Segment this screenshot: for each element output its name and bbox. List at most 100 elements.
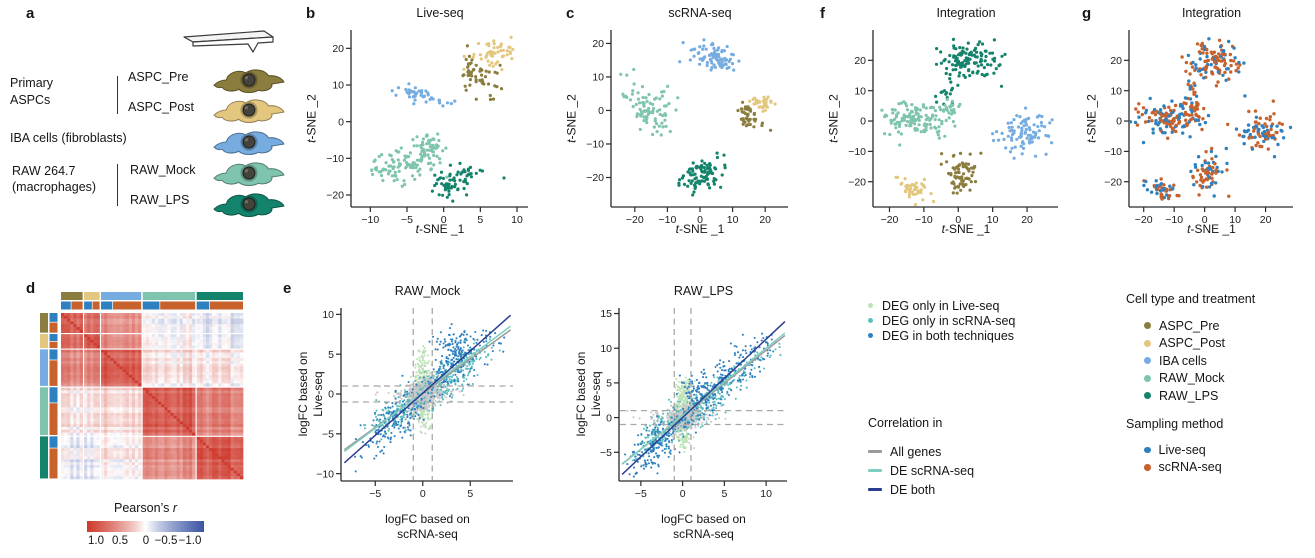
legend-cell-item-post: ASPC_Post <box>1126 335 1255 353</box>
svg-text:−20: −20 <box>326 190 344 202</box>
colorbar-tick-05: 0.5 <box>112 535 128 547</box>
x-axis-label-c-rest: -SNE _1 <box>678 222 725 236</box>
cell-raw-lps-dot-icon <box>1144 392 1151 400</box>
sampling-live-dot-icon <box>1144 446 1151 453</box>
bracket-primary <box>117 76 119 114</box>
x-axis-label-g: t-SNE _1 <box>1130 222 1293 237</box>
corr-scrna-line-icon <box>868 469 882 472</box>
legend-deg-item-both: DEG in both techniques <box>868 328 1015 343</box>
svg-text:20: 20 <box>332 43 344 55</box>
panel-label-e: e <box>283 280 292 297</box>
y-axis-label-c-rest: -SNE _2 <box>564 94 579 140</box>
svg-text:−5: −5 <box>401 214 413 226</box>
deg-scrna-dot-icon <box>868 318 873 323</box>
cell-icon-raw_mock <box>213 162 285 186</box>
svg-text:20: 20 <box>1021 214 1033 226</box>
legend-corr-item-all-label: All genes <box>890 444 942 459</box>
x-axis-label-g-rest: -SNE _1 <box>1190 222 1236 236</box>
plot-title-scrna-seq: scRNA-seq <box>668 6 732 20</box>
svg-text:10: 10 <box>727 214 739 226</box>
legend-sampling-item-scrna-label: scRNA-seq <box>1158 460 1222 475</box>
colorbar-title-italic: r <box>172 501 177 515</box>
x-axis-label-f-italic: t <box>941 222 945 236</box>
x-axis-label-c-italic: t <box>675 222 679 236</box>
legend-corr-item-scrna: DE scRNA-seq <box>868 461 974 480</box>
label-aspc-post: ASPC_Post <box>128 100 195 114</box>
x-axis-label-e-mock-line1: logFC based on <box>385 512 470 526</box>
legend-correlation-title: Correlation in <box>868 416 943 430</box>
x-axis-label-b-italic: t <box>415 222 419 236</box>
colorbar-tick-1: 1.0 <box>88 535 104 547</box>
tsne-plot-integration-celltype: −20 −10 0 10 20 −20 −10 0 10 20 <box>848 30 1058 226</box>
legend-cell-item-mock: RAW_Mock <box>1126 370 1255 388</box>
legend-cell-item-iba-label: IBA cells <box>1159 353 1207 368</box>
plot-title-raw-lps: RAW_LPS <box>673 284 734 298</box>
panel-label-g: g <box>1082 5 1092 22</box>
plot-title-integration-f: Integration <box>936 6 996 20</box>
legend-deg-item-scrna-label: DEG only in scRNA-seq <box>882 313 1016 328</box>
x-axis-label-e-lps-line1: logFC based on <box>661 512 746 526</box>
svg-text:10: 10 <box>854 85 866 97</box>
cell-raw-mock-dot-icon <box>1144 374 1151 382</box>
svg-text:20: 20 <box>854 55 866 67</box>
label-aspc-pre: ASPC_Pre <box>128 70 189 84</box>
svg-text:20: 20 <box>759 214 771 226</box>
legend-deg-item-scrna: DEG only in scRNA-seq <box>868 313 1015 328</box>
y-axis-label-f-italic: t <box>826 139 841 143</box>
x-axis-label-e-mock: logFC based on scRNA-seq <box>342 512 513 542</box>
x-axis-label-f-rest: -SNE _1 <box>944 222 991 236</box>
x-axis-label-b: t-SNE _1 <box>352 222 528 237</box>
cell-aspc-post-dot-icon <box>1144 339 1151 347</box>
legend-deg-item-live: DEG only in Live-seq <box>868 298 1015 313</box>
svg-text:−20: −20 <box>848 176 866 188</box>
cell-icon-iba <box>213 131 285 155</box>
svg-text:−10: −10 <box>361 214 379 226</box>
deg-live-dot-icon <box>868 303 873 308</box>
legend-cell-item-pre-label: ASPC_Pre <box>1159 318 1220 333</box>
svg-text:0: 0 <box>338 116 344 128</box>
legend-cell-item-post-label: ASPC_Post <box>1159 336 1226 351</box>
svg-text:0: 0 <box>598 105 604 117</box>
colorbar-gradient <box>87 521 204 532</box>
cell-aspc-pre-dot-icon <box>1144 322 1151 330</box>
plot-title-raw-mock: RAW_Mock <box>394 284 461 298</box>
legend-sampling-item-live: Live-seq <box>1126 441 1223 459</box>
legend-sampling-title: Sampling method <box>1126 417 1224 431</box>
legend-cell-item-pre: ASPC_Pre <box>1126 317 1255 335</box>
y-axis-label-f-rest: -SNE _2 <box>826 94 841 140</box>
legend-cell-item-mock-label: RAW_Mock <box>1159 371 1225 386</box>
x-axis-label-e-lps-line2: scRNA-seq <box>673 527 734 541</box>
plot-title-integration-g: Integration <box>1181 6 1242 20</box>
tsne-plot-integration-sampling: −20 −10 0 10 20 −20 −10 0 10 20 <box>1104 30 1293 226</box>
legend-deg: DEG only in Live-seq DEG only in scRNA-s… <box>868 298 1015 343</box>
colorbar-tick-0: 0 <box>142 535 150 547</box>
svg-text:10: 10 <box>987 214 999 226</box>
legend-deg-item-both-label: DEG in both techniques <box>882 328 1015 343</box>
bracket-raw <box>117 164 119 206</box>
svg-text:−20: −20 <box>881 214 899 226</box>
x-axis-label-e-lps: logFC based on scRNA-seq <box>620 512 787 542</box>
sampling-scrna-dot-icon <box>1144 464 1151 471</box>
legend-deg-item-live-label: DEG only in Live-seq <box>882 298 1000 313</box>
panel-label-b: b <box>306 5 316 22</box>
cell-icon-raw_lps <box>213 193 285 217</box>
svg-text:10: 10 <box>592 72 604 84</box>
svg-text:0: 0 <box>697 214 703 226</box>
y-axis-label-c-italic: t <box>564 139 579 143</box>
legend-corr-item-both-label: DE both <box>890 482 936 497</box>
colorbar-title: Pearson’s r <box>87 501 204 516</box>
panel-label-f: f <box>820 5 825 22</box>
legend-cell-type-title: Cell type and treatment <box>1126 292 1256 306</box>
corr-all-line-icon <box>868 450 882 453</box>
svg-text:0: 0 <box>1202 214 1208 226</box>
x-axis-label-e-mock-line2: scRNA-seq <box>397 527 458 541</box>
y-axis-label-b-italic: t <box>304 139 319 143</box>
legend-corr-item-all: All genes <box>868 442 974 461</box>
panel-label-d: d <box>26 280 36 297</box>
group-primary-aspcs-line2: ASPCs <box>10 93 51 107</box>
svg-text:−10: −10 <box>915 214 933 226</box>
svg-text:−10: −10 <box>326 153 344 165</box>
